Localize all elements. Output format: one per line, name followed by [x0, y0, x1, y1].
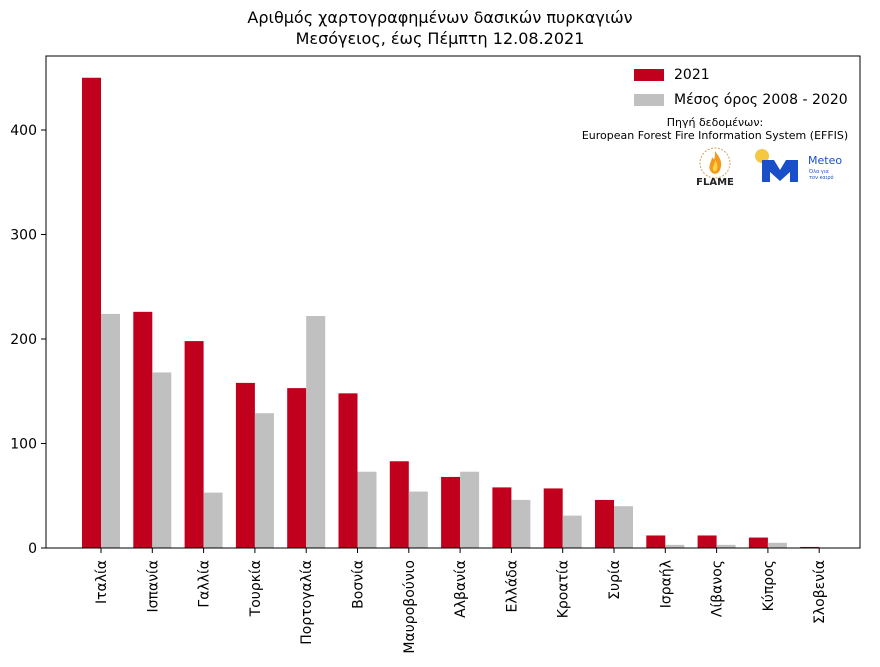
- flame-logo-icon: FLAME: [696, 147, 734, 188]
- bar-2021-4: [287, 388, 307, 548]
- flame-logo-text: FLAME: [696, 177, 734, 188]
- bar-average-5: [357, 471, 377, 548]
- y-tick-label-200: 200: [10, 332, 37, 348]
- bar-average-9: [562, 515, 582, 548]
- bar-2021-6: [389, 461, 409, 548]
- meteo-logo-icon: Meteo Όλα για τον καιρό: [755, 149, 842, 182]
- x-tick-label-12: Λίβανος: [710, 560, 726, 617]
- bar-2021-3: [235, 382, 255, 548]
- legend-swatch-2021: [634, 68, 664, 81]
- bar-average-13: [767, 542, 787, 548]
- x-tick-label-5: Βοσνία: [351, 560, 367, 609]
- x-tick-label-1: Ισπανία: [145, 560, 161, 612]
- bar-average-1: [152, 372, 172, 548]
- bar-average-7: [460, 471, 480, 548]
- meteo-tagline-1: Όλα για: [808, 168, 830, 175]
- chart-title: Αριθμός χαρτογραφημένων δασικών πυρκαγιώ…: [247, 8, 633, 27]
- legend-item-2021: 2021: [634, 62, 848, 87]
- x-tick-label-13: Κύπρος: [761, 560, 777, 611]
- x-tick-label-7: Αλβανία: [453, 560, 469, 618]
- bar-2021-5: [338, 393, 358, 548]
- bar-2021-11: [646, 535, 666, 548]
- bar-2021-1: [133, 311, 153, 548]
- legend-swatch-average: [634, 93, 664, 106]
- bar-average-10: [614, 506, 633, 548]
- bar-average-8: [511, 499, 531, 548]
- meteo-tagline-2: τον καιρό: [809, 174, 834, 181]
- x-tick-label-11: Ισραήλ: [658, 560, 674, 608]
- data-source: Πηγή δεδομένων: European Forest Fire Inf…: [560, 116, 870, 142]
- bar-average-12: [716, 544, 736, 548]
- x-tick-label-0: Ιταλία: [94, 560, 110, 604]
- x-tick-label-6: Μαυροβούνιο: [402, 560, 418, 654]
- bar-2021-8: [492, 487, 512, 548]
- bar-2021-13: [748, 537, 768, 548]
- x-tick-label-9: Κροατία: [556, 560, 572, 618]
- bar-2021-14: [800, 546, 820, 548]
- source-name: European Forest Fire Information System …: [581, 129, 849, 142]
- bar-2021-12: [697, 535, 717, 548]
- bar-average-4: [306, 316, 326, 548]
- x-tick-label-8: Ελλάδα: [504, 560, 520, 612]
- x-tick-label-4: Πορτογαλία: [299, 560, 315, 645]
- bar-average-6: [408, 491, 428, 548]
- legend-label-2021: 2021: [674, 66, 710, 83]
- bar-average-3: [254, 413, 274, 548]
- bar-2021-10: [595, 499, 614, 548]
- y-tick-label-100: 100: [10, 437, 37, 453]
- plot-frame: [45, 55, 861, 549]
- legend: 2021 Μέσος όρος 2008 - 2020: [634, 62, 848, 112]
- y-tick-label-300: 300: [10, 228, 37, 244]
- source-heading: Πηγή δεδομένων:: [666, 116, 764, 129]
- chart-subtitle: Μεσόγειος, έως Πέμπτη 12.08.2021: [295, 29, 585, 48]
- bar-2021-2: [184, 341, 204, 548]
- bar-average-0: [101, 313, 120, 548]
- bar-2021-7: [441, 476, 461, 548]
- x-tick-label-14: Σλοβενία: [812, 560, 828, 624]
- x-tick-label-3: Τουρκία: [248, 560, 264, 617]
- bar-average-2: [203, 492, 223, 548]
- bar-2021-9: [543, 488, 563, 548]
- legend-label-average: Μέσος όρος 2008 - 2020: [674, 91, 848, 108]
- x-tick-label-10: Συρία: [607, 560, 623, 600]
- legend-item-average: Μέσος όρος 2008 - 2020: [634, 87, 848, 112]
- meteo-logo-text: Meteo: [808, 154, 842, 167]
- x-tick-label-2: Γαλλία: [197, 560, 213, 608]
- bar-average-11: [665, 544, 685, 548]
- bar-2021-0: [82, 77, 101, 548]
- y-tick-label-0: 0: [28, 541, 37, 557]
- y-tick-label-400: 400: [10, 123, 37, 139]
